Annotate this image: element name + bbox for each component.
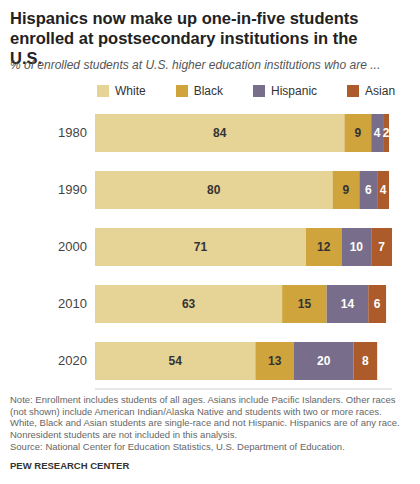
html-text:Black: Black [193, 84, 223, 98]
svg-text:71: 71 [194, 240, 208, 254]
svg-text:13: 13 [268, 354, 282, 368]
svg-text:6: 6 [365, 183, 372, 197]
svg-text:54: 54 [169, 354, 183, 368]
svg-text:80: 80 [207, 183, 221, 197]
svg-text:1990: 1990 [58, 182, 87, 197]
svg-text:15: 15 [298, 297, 312, 311]
html-text:Hispanic: Hispanic [271, 84, 318, 98]
html-text:% of enrolled students at U.S.: % of enrolled students at U.S. higher ed… [10, 58, 381, 72]
svg-text:9: 9 [355, 126, 362, 140]
svg-text:9: 9 [343, 183, 350, 197]
svg-text:2020: 2020 [58, 353, 87, 368]
svg-text:2000: 2000 [58, 239, 87, 254]
svg-text:4: 4 [374, 126, 381, 140]
svg-text:7: 7 [378, 240, 385, 254]
svg-text:20: 20 [317, 354, 331, 368]
svg-text:14: 14 [341, 297, 355, 311]
svg-text:10: 10 [350, 240, 364, 254]
svg-text:12: 12 [317, 240, 331, 254]
html-text:Source: National Center for Ed: Source: National Center for Education St… [10, 441, 345, 452]
svg-text:4: 4 [380, 183, 387, 197]
html-text:White: White [115, 84, 146, 98]
svg-text:63: 63 [182, 297, 196, 311]
svg-text:2: 2 [383, 126, 390, 140]
svg-text:84: 84 [213, 126, 227, 140]
html-text:Note: Enrollment includes stud: Note: Enrollment includes students of al… [10, 394, 400, 440]
svg-text:1980: 1980 [58, 125, 87, 140]
html-text:PEW RESEARCH CENTER: PEW RESEARCH CENTER [10, 459, 130, 471]
svg-text:2010: 2010 [58, 296, 87, 311]
svg-text:6: 6 [374, 297, 381, 311]
html-text:Hispanics now make up one-in-f: Hispanics now make up one-in-five studen… [10, 9, 359, 67]
svg-text:8: 8 [362, 354, 369, 368]
html-text:Asian: Asian [365, 84, 396, 98]
